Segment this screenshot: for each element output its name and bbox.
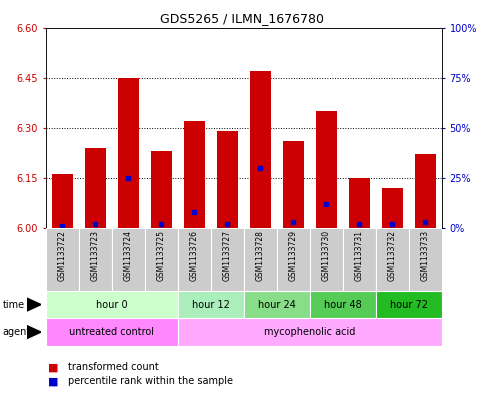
Text: GSM1133722: GSM1133722 xyxy=(58,230,67,281)
Bar xyxy=(46,291,178,318)
Text: agent: agent xyxy=(2,327,30,337)
Bar xyxy=(343,228,376,291)
Bar xyxy=(46,318,178,346)
Bar xyxy=(316,111,337,228)
Bar xyxy=(145,228,178,291)
Text: GSM1133726: GSM1133726 xyxy=(190,230,199,281)
Bar xyxy=(52,174,73,228)
Bar xyxy=(118,77,139,228)
Bar xyxy=(184,121,205,228)
Text: transformed count: transformed count xyxy=(68,362,158,373)
Bar xyxy=(112,228,145,291)
Bar xyxy=(310,291,376,318)
Text: GSM1133724: GSM1133724 xyxy=(124,230,133,281)
Bar xyxy=(382,188,403,228)
Text: GSM1133728: GSM1133728 xyxy=(256,230,265,281)
Bar xyxy=(376,291,442,318)
Bar xyxy=(46,228,79,291)
Text: hour 12: hour 12 xyxy=(192,299,230,310)
Bar xyxy=(178,318,442,346)
Bar xyxy=(310,228,343,291)
Text: GSM1133723: GSM1133723 xyxy=(91,230,100,281)
Text: untreated control: untreated control xyxy=(70,327,155,337)
Text: ■: ■ xyxy=(48,376,59,386)
Bar xyxy=(151,151,172,228)
Bar xyxy=(178,228,211,291)
Text: GSM1133725: GSM1133725 xyxy=(157,230,166,281)
Text: hour 24: hour 24 xyxy=(258,299,296,310)
Bar xyxy=(409,228,442,291)
Text: GSM1133731: GSM1133731 xyxy=(355,230,364,281)
Text: hour 72: hour 72 xyxy=(390,299,428,310)
Bar xyxy=(244,228,277,291)
Bar xyxy=(79,228,112,291)
Text: GSM1133733: GSM1133733 xyxy=(421,230,430,281)
Text: time: time xyxy=(2,299,25,310)
Text: GDS5265 / ILMN_1676780: GDS5265 / ILMN_1676780 xyxy=(159,12,324,25)
Polygon shape xyxy=(27,325,41,339)
Bar xyxy=(85,148,106,228)
Text: hour 48: hour 48 xyxy=(324,299,362,310)
Bar xyxy=(283,141,304,228)
Bar xyxy=(349,178,370,228)
Text: GSM1133732: GSM1133732 xyxy=(388,230,397,281)
Text: percentile rank within the sample: percentile rank within the sample xyxy=(68,376,233,386)
Bar xyxy=(211,228,244,291)
Bar xyxy=(178,291,244,318)
Bar xyxy=(277,228,310,291)
Text: GSM1133727: GSM1133727 xyxy=(223,230,232,281)
Text: hour 0: hour 0 xyxy=(96,299,128,310)
Text: mycophenolic acid: mycophenolic acid xyxy=(264,327,355,337)
Bar xyxy=(376,228,409,291)
Bar xyxy=(415,154,436,228)
Polygon shape xyxy=(27,298,41,311)
Text: ■: ■ xyxy=(48,362,59,373)
Text: GSM1133729: GSM1133729 xyxy=(289,230,298,281)
Bar xyxy=(244,291,310,318)
Bar xyxy=(217,131,238,228)
Text: GSM1133730: GSM1133730 xyxy=(322,230,331,281)
Bar xyxy=(250,71,271,228)
